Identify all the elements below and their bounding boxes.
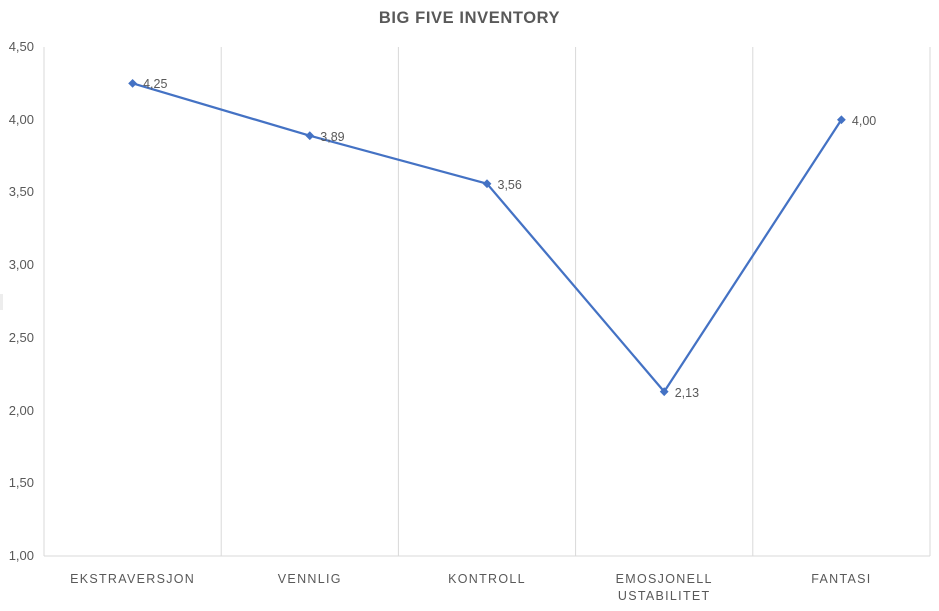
y-tick-label: 4,00 (8, 111, 34, 127)
x-category-label: EMOSJONELL USTABILITET (615, 572, 713, 603)
y-tick-label: 2,00 (8, 402, 34, 418)
data-point-label: 3,89 (320, 129, 345, 144)
data-point-label: 2,13 (674, 385, 700, 400)
x-category-label: VENNLIG (277, 572, 342, 586)
data-point-marker (305, 131, 315, 141)
x-category-label: FANTASI (811, 572, 872, 586)
x-category-label: EKSTRAVERSJON (70, 572, 196, 586)
y-tick-label: 1,00 (8, 548, 34, 563)
data-point-label: 4,00 (851, 113, 877, 128)
chart-title: BIG FIVE INVENTORY (378, 9, 561, 27)
data-series-line (132, 82, 843, 393)
data-point-marker (128, 78, 137, 88)
x-category-label: KONTROLL (448, 572, 526, 586)
data-point-marker (837, 115, 846, 125)
y-tick-label: 4,50 (8, 39, 34, 54)
y-tick-label: 3,00 (8, 257, 34, 273)
data-point-label: 3,56 (497, 177, 522, 192)
data-point-label: 4,25 (143, 77, 168, 92)
y-tick-label: 1,50 (8, 475, 34, 491)
data-point-marker (482, 179, 492, 189)
y-tick-label: 2,50 (8, 329, 34, 345)
data-point-marker (659, 387, 669, 397)
y-tick-label: 3,50 (8, 184, 34, 200)
clipped-text-fragment (0, 294, 3, 310)
